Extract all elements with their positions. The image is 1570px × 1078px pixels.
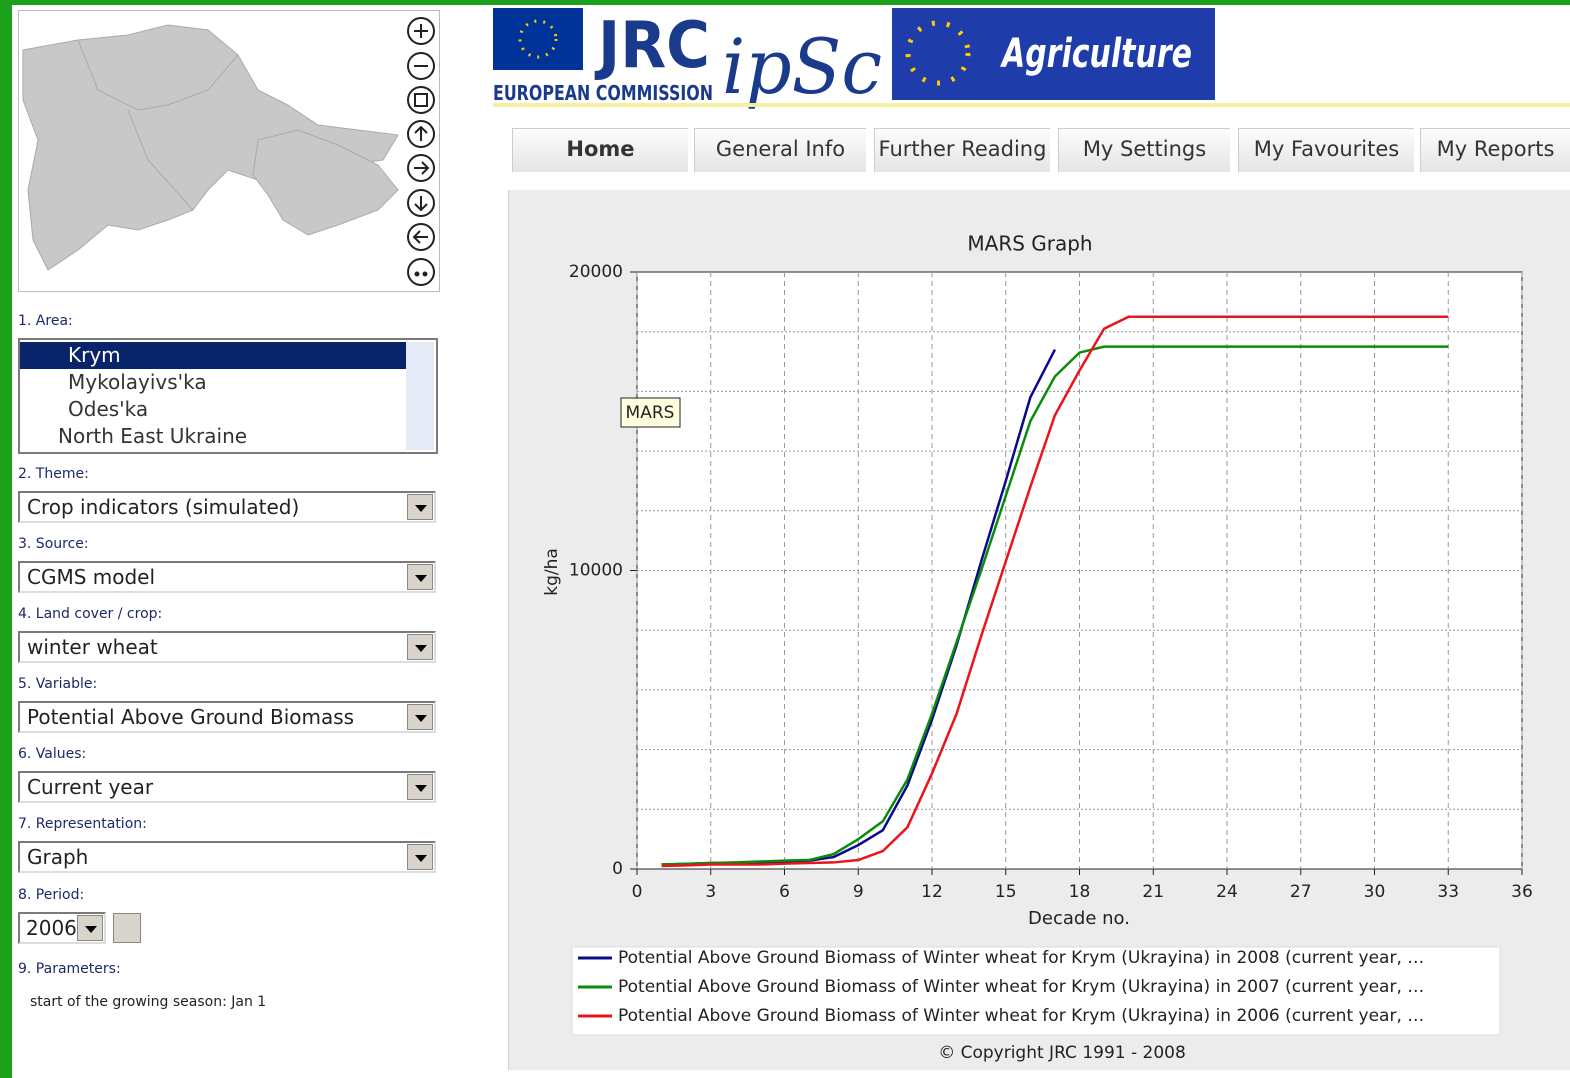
dropdown-button[interactable] — [407, 564, 433, 590]
x-tick-label: 30 — [1364, 882, 1386, 902]
field-label: 6. Values: — [18, 746, 87, 762]
select-value: Graph — [27, 845, 89, 869]
area-option[interactable]: Krym — [20, 342, 406, 369]
x-tick-label: 6 — [779, 882, 790, 902]
select[interactable]: CGMS model — [18, 561, 436, 593]
icon — [414, 161, 430, 175]
chart-title: MARS Graph — [967, 232, 1092, 256]
icon — [414, 271, 420, 277]
x-tick-label: 21 — [1142, 882, 1164, 902]
select[interactable]: winter wheat — [18, 631, 436, 663]
legend-label: Potential Above Ground Biomass of Winter… — [618, 977, 1424, 997]
x-tick-label: 36 — [1511, 882, 1533, 902]
field-label: 2. Theme: — [18, 466, 89, 482]
header-rule — [493, 103, 1570, 107]
header: JRC EUROPEAN COMMISSION ipSc Agriculture — [493, 8, 1570, 110]
legend-label: Potential Above Ground Biomass of Winter… — [618, 948, 1424, 968]
area-listbox[interactable]: Krym Mykolayivs'ka Odes'ka North East Ukrai… — [18, 338, 438, 454]
dropdown-button[interactable] — [407, 634, 433, 660]
tab[interactable]: Further Reading — [874, 128, 1050, 172]
eu-stars — [518, 19, 558, 59]
icon — [412, 230, 428, 244]
field-label: 9. Parameters: — [18, 961, 121, 977]
select[interactable]: Graph — [18, 841, 436, 873]
select[interactable]: Current year — [18, 771, 436, 803]
select-value: CGMS model — [27, 565, 156, 589]
x-tick-label: 24 — [1216, 882, 1238, 902]
dropdown-button[interactable] — [407, 494, 433, 520]
x-tick-label: 12 — [921, 882, 943, 902]
dropdown-button[interactable] — [407, 774, 433, 800]
x-tick-label: 3 — [705, 882, 716, 902]
x-tick-label: 33 — [1437, 882, 1459, 902]
org: EUROPEAN COMMISSION — [493, 81, 713, 105]
area-option[interactable]: North East Ukraine — [58, 424, 248, 448]
x-tick-label: 0 — [632, 882, 643, 902]
annotation: MARS — [626, 403, 675, 423]
parameter-text: start of the growing season: Jan 1 — [30, 994, 267, 1010]
x-tick-label: 15 — [995, 882, 1017, 902]
spin-button[interactable] — [113, 913, 141, 943]
select-value: Current year — [27, 775, 154, 799]
field-label: 5. Variable: — [18, 676, 98, 692]
field-label: 3. Source: — [18, 536, 89, 552]
y-tick-label: 10000 — [569, 561, 623, 581]
select-value: winter wheat — [27, 635, 158, 659]
green-border-top — [0, 0, 1570, 5]
select-value: Potential Above Ground Biomass — [27, 705, 355, 729]
period-select[interactable]: 2006 — [18, 912, 106, 944]
field-label: 4. Land cover / crop: — [18, 606, 163, 622]
icon — [414, 93, 428, 107]
select[interactable]: Potential Above Ground Biomass — [18, 701, 436, 733]
chart: MARS Graph kg/ha Decade no. © Copyright … — [542, 232, 1533, 1064]
select-value: 2006 — [26, 916, 77, 940]
icon — [414, 196, 428, 212]
more-tools[interactable] — [407, 258, 435, 286]
icon — [422, 271, 428, 277]
area-option[interactable]: Mykolayivs'ka — [68, 370, 207, 394]
y-axis-label: kg/ha — [542, 548, 562, 596]
x-tick-label: 18 — [1069, 882, 1091, 902]
map-border — [77, 39, 239, 211]
legend-label: Potential Above Ground Biomass of Winter… — [618, 1006, 1424, 1026]
dropdown-button[interactable] — [407, 844, 433, 870]
dropdown-button[interactable] — [77, 915, 103, 941]
logo: JRC — [594, 9, 710, 83]
data-line — [661, 345, 1449, 866]
x-axis-label: Decade no. — [1028, 908, 1130, 929]
legend — [571, 946, 1501, 1036]
tab[interactable]: Home — [512, 128, 688, 172]
data-line — [661, 315, 1449, 868]
map — [18, 10, 440, 292]
icon — [414, 24, 428, 38]
banner-stars — [905, 20, 971, 86]
tab[interactable]: My Reports — [1420, 128, 1570, 172]
map-tools — [407, 17, 435, 286]
map-region — [252, 129, 399, 236]
x-tick-label: 9 — [853, 882, 864, 902]
select-value: Crop indicators (simulated) — [27, 495, 300, 519]
field-label: 8. Period: — [18, 887, 85, 903]
y-tick-label: 20000 — [569, 262, 623, 282]
scrollbar[interactable] — [406, 342, 434, 450]
banner-bg — [892, 8, 1215, 100]
select[interactable]: Crop indicators (simulated) — [18, 491, 436, 523]
area-option[interactable]: Odes'ka — [68, 397, 149, 421]
tab[interactable]: My Settings — [1058, 128, 1230, 172]
field-label: 7. Representation: — [18, 816, 147, 832]
eu-flag — [493, 8, 583, 70]
green-border-left — [0, 0, 12, 1078]
annotation-box — [620, 397, 681, 428]
y-tick-label: 0 — [612, 859, 623, 879]
field-label: 1. Area: — [18, 313, 73, 329]
institute: ipSc — [722, 22, 882, 110]
icon — [414, 125, 428, 141]
tab[interactable]: My Favourites — [1238, 128, 1414, 172]
copyright: © Copyright JRC 1991 - 2008 — [938, 1043, 1186, 1063]
banner: Agriculture — [1000, 31, 1192, 77]
x-tick-label: 27 — [1290, 882, 1312, 902]
dropdown-button[interactable] — [407, 704, 433, 730]
tab[interactable]: General Info — [694, 128, 866, 172]
